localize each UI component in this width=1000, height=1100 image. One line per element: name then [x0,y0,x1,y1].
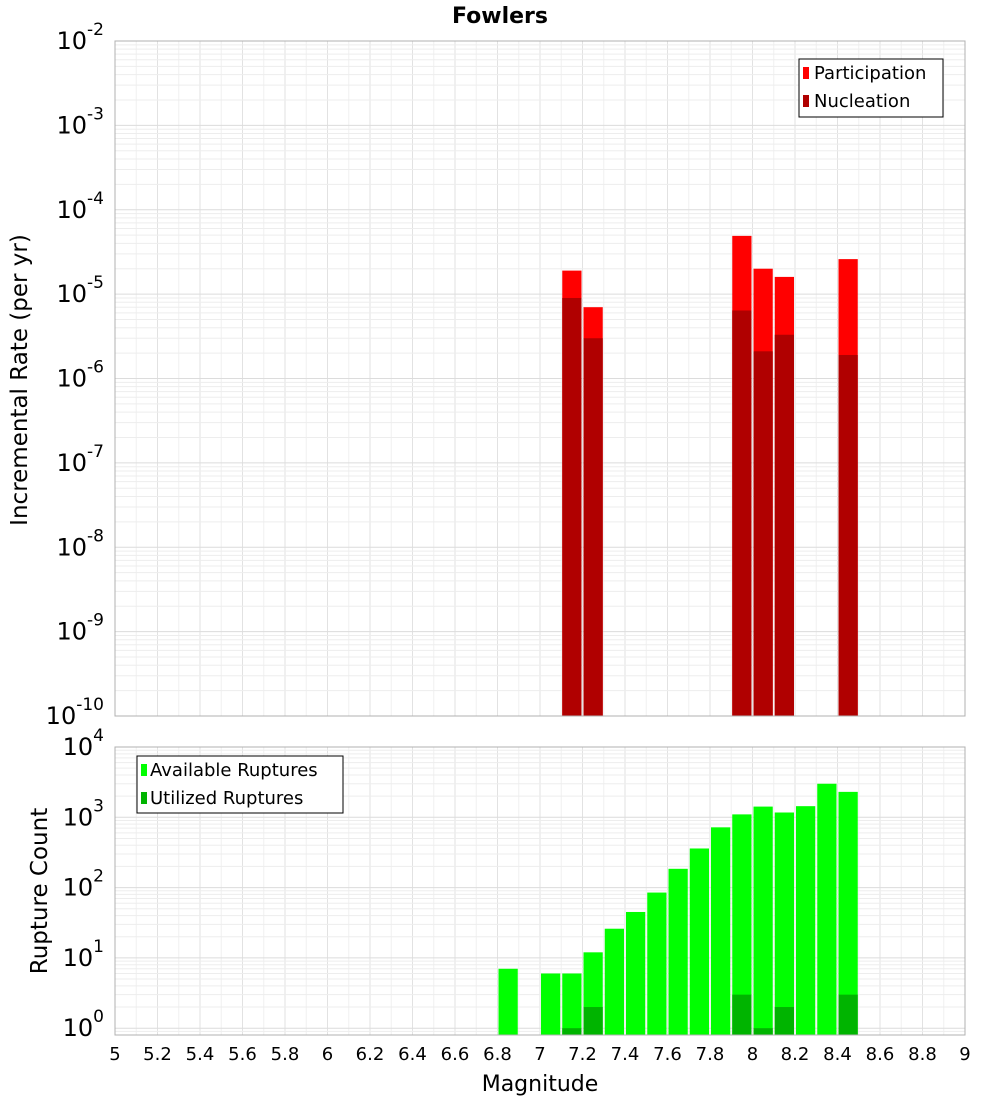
chart-title: Fowlers [452,4,548,29]
nucleation-bar [774,334,794,716]
count-y-tick-label: 102 [63,867,104,902]
count-panel: 100 101 102 103 104 Available Ruptures Utili… [63,726,966,1042]
x-tick-label: 5.2 [143,1044,172,1065]
available-ruptures-bar [668,868,688,1035]
available-ruptures-bar [541,973,561,1035]
x-tick-label: 6.2 [356,1044,385,1065]
rate-bars [562,235,858,716]
available-ruptures-bar [774,812,794,1035]
x-tick-label: 5.8 [271,1044,300,1065]
x-tick-label: 7.8 [696,1044,725,1065]
available-legend-swatch [141,764,147,776]
x-tick-label: 8.6 [866,1044,895,1065]
rate-y-tick-label: 10-9 [57,611,105,646]
available-ruptures-bar [562,973,582,1035]
nucleation-bar [562,297,582,716]
utilized-ruptures-bar [562,1028,582,1035]
available-ruptures-bar [647,892,667,1035]
x-tick-label: 8 [747,1044,758,1065]
count-y-tick-label: 101 [63,937,104,972]
rate-y-axis-label: Incremental Rate (per yr) [7,234,33,526]
x-tick-label: 8.4 [823,1044,852,1065]
utilized-legend-label: Utilized Ruptures [150,788,303,809]
count-y-ticks: 100 101 102 103 104 [63,726,104,1042]
rate-y-tick-label: 10-5 [57,273,105,308]
x-tick-label: 6.6 [441,1044,470,1065]
available-ruptures-bar [796,806,816,1035]
available-ruptures-bar [753,806,773,1035]
x-tick-label: 6.8 [483,1044,512,1065]
x-tick-label: 5.6 [228,1044,257,1065]
available-ruptures-bar [711,827,731,1035]
count-legend-box [136,755,344,814]
x-tick-label: 5.4 [186,1044,215,1065]
available-ruptures-bar [626,911,646,1035]
rate-y-ticks: 10-10 10-9 10-8 10-7 10-6 10-5 10-4 10-3 10-2 [46,20,104,730]
available-ruptures-bar [689,848,709,1035]
nucleation-legend-swatch [803,95,809,107]
nucleation-bar [732,310,752,716]
count-y-tick-label: 104 [63,726,104,761]
available-ruptures-bar [817,783,837,1035]
available-ruptures-bar [838,791,858,1035]
count-y-tick-label: 100 [63,1007,104,1042]
utilized-legend-swatch [141,792,147,804]
x-tick-label: 7.2 [568,1044,597,1065]
nucleation-bar [838,354,858,716]
utilized-ruptures-bar [774,1007,794,1035]
x-tick-label: 5 [109,1044,120,1065]
rate-y-tick-label: 10-2 [57,20,105,55]
x-tick-label: 7 [534,1044,545,1065]
rate-legend-box [798,58,944,118]
x-tick-label: 6.4 [398,1044,427,1065]
x-tick-label: 7.6 [653,1044,682,1065]
rate-y-tick-label: 10-3 [57,104,105,139]
utilized-ruptures-bar [753,1028,773,1035]
participation-legend-label: Participation [814,63,926,84]
utilized-ruptures-bar [838,994,858,1035]
rate-grid [114,40,966,717]
count-y-axis-label: Rupture Count [27,808,53,974]
utilized-ruptures-bar [583,1007,603,1035]
rate-y-tick-label: 10-10 [46,695,104,730]
available-ruptures-bar [604,928,624,1035]
x-tick-label: 9 [959,1044,970,1065]
x-tick-label: 8.2 [781,1044,810,1065]
count-legend: Available Ruptures Utilized Ruptures [136,755,344,814]
rate-panel: 10-10 10-9 10-8 10-7 10-6 10-5 10-4 10-3 10-2 Pa… [46,20,966,730]
x-tick-label: 7.4 [611,1044,640,1065]
rate-y-tick-label: 10-7 [57,442,105,477]
nucleation-bar [753,351,773,716]
nucleation-bar [583,338,603,716]
rate-y-tick-label: 10-4 [57,189,105,224]
participation-legend-swatch [803,67,809,79]
available-ruptures-bar [732,814,752,1035]
available-legend-label: Available Ruptures [150,760,318,781]
x-tick-label: 6 [322,1044,333,1065]
available-ruptures-bar [498,968,518,1035]
count-y-tick-label: 103 [63,796,104,831]
rate-y-tick-label: 10-8 [57,526,105,561]
utilized-ruptures-bar [732,994,752,1035]
nucleation-legend-label: Nucleation [814,91,910,112]
x-axis-label: Magnitude [482,1072,599,1097]
rate-legend: Participation Nucleation [798,58,944,118]
count-plot-border [114,746,966,1036]
x-ticks: 5 5.2 5.4 5.6 5.8 6 6.2 6.4 6.6 6.8 7 7.2 7.4 7.6 7.8 8… [109,1044,970,1065]
x-tick-label: 8.8 [908,1044,937,1065]
count-bars [498,783,858,1035]
rate-y-tick-label: 10-6 [57,358,105,393]
rate-plot-border [114,40,966,717]
